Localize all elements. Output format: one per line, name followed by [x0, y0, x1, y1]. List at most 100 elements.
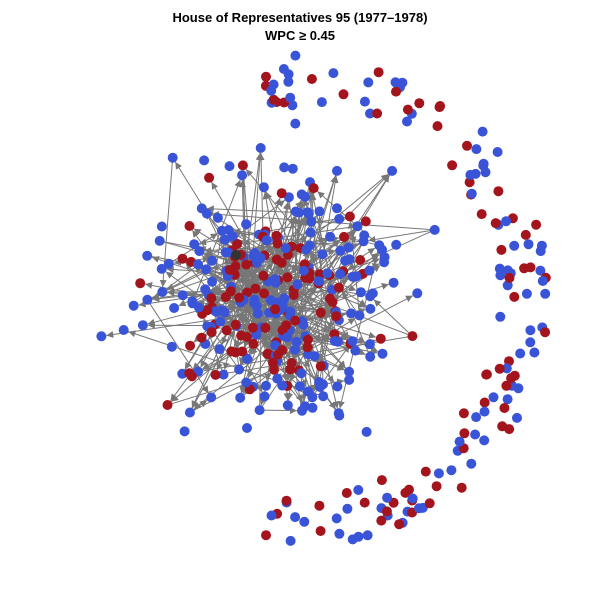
node [492, 147, 503, 157]
node [234, 292, 245, 303]
node [435, 101, 446, 111]
node [303, 349, 314, 360]
node [313, 276, 324, 287]
node [128, 300, 139, 311]
node [219, 234, 230, 245]
node [359, 96, 370, 107]
node [376, 475, 387, 486]
node [365, 108, 375, 119]
node [216, 305, 227, 316]
node [471, 412, 482, 423]
edge [191, 179, 242, 304]
node [272, 238, 283, 249]
node [279, 293, 290, 304]
node [226, 346, 237, 357]
node [236, 330, 247, 341]
node [201, 264, 212, 275]
node [353, 485, 364, 495]
node [429, 224, 440, 235]
node [338, 89, 349, 100]
node [331, 311, 342, 322]
node [381, 506, 392, 517]
node [250, 283, 261, 294]
node [306, 74, 317, 84]
node [280, 243, 291, 254]
node [167, 152, 178, 163]
node [288, 290, 299, 300]
node [177, 253, 188, 264]
node [391, 239, 402, 250]
node [242, 423, 252, 433]
node [341, 488, 352, 498]
node [179, 426, 190, 437]
node [315, 526, 326, 536]
node [210, 369, 221, 380]
node [285, 92, 296, 103]
node [156, 263, 167, 274]
edge [238, 237, 279, 322]
node [344, 374, 355, 385]
node [359, 497, 370, 508]
node [185, 340, 196, 351]
node [186, 371, 197, 382]
node [504, 424, 515, 435]
node [519, 263, 530, 274]
node [382, 492, 393, 503]
node [362, 530, 373, 541]
node [193, 302, 204, 313]
node [471, 144, 482, 155]
node [163, 258, 174, 269]
node [490, 218, 501, 229]
node [317, 249, 328, 260]
node [235, 392, 246, 403]
edge [200, 297, 240, 368]
node [328, 68, 339, 79]
node [529, 347, 540, 358]
node [431, 481, 442, 492]
node [206, 392, 217, 403]
node [291, 336, 302, 347]
node [306, 216, 317, 227]
node [224, 265, 235, 275]
node [260, 322, 271, 333]
node [477, 126, 488, 137]
node [377, 244, 387, 255]
node [479, 406, 490, 417]
node [305, 227, 316, 238]
node [301, 244, 312, 255]
node [290, 50, 301, 61]
node [196, 332, 207, 343]
node [424, 498, 435, 509]
node [214, 344, 225, 355]
edge [202, 265, 285, 299]
node [414, 503, 424, 514]
edge [146, 299, 209, 394]
edge [373, 299, 413, 337]
node [162, 400, 173, 410]
node [504, 272, 515, 283]
node [459, 428, 470, 439]
edge [246, 152, 264, 338]
node [258, 270, 269, 281]
node [481, 369, 492, 380]
node [300, 191, 311, 202]
node [496, 244, 507, 255]
node [501, 363, 512, 374]
node [407, 331, 418, 342]
node [346, 308, 357, 319]
node [479, 435, 490, 446]
node [335, 269, 346, 279]
node [207, 276, 218, 287]
node [365, 303, 376, 314]
node [359, 230, 370, 241]
node [479, 397, 490, 408]
edge [274, 202, 291, 310]
node [231, 250, 241, 260]
node [456, 482, 467, 493]
node [154, 235, 165, 246]
node [206, 327, 217, 338]
node [379, 257, 390, 268]
edge [316, 216, 324, 385]
node [271, 254, 282, 265]
